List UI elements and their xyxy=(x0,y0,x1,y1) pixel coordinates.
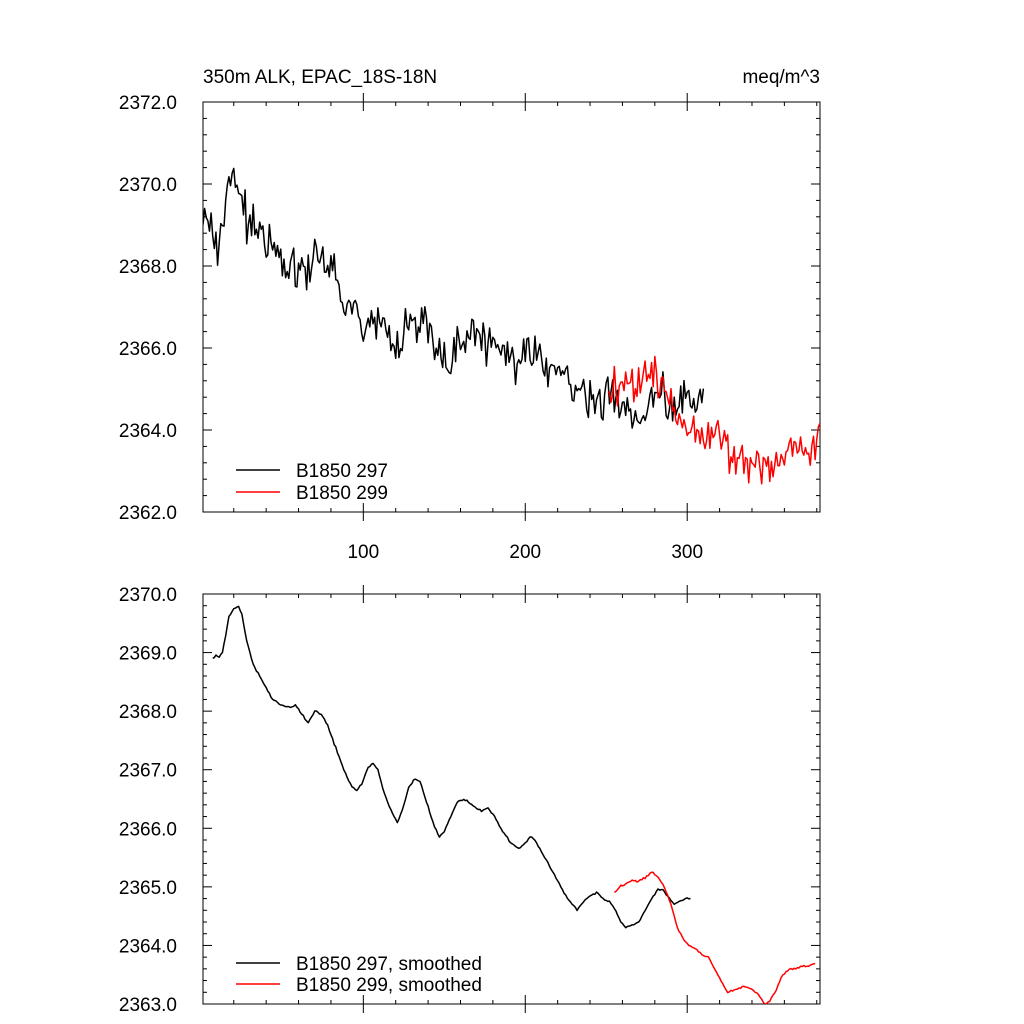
y-tick-label: 2368.0 xyxy=(119,257,177,278)
units-label: meq/m^3 xyxy=(742,67,820,88)
series-line-b1850-297 xyxy=(212,605,691,929)
y-tick-label: 2370.0 xyxy=(119,175,177,196)
y-tick-label: 2364.0 xyxy=(119,421,177,442)
y-tick-label: 2367.0 xyxy=(119,761,177,782)
x-tick-label: 100 xyxy=(347,542,379,563)
y-tick-label: 2363.0 xyxy=(119,995,177,1016)
y-tick-label: 2372.0 xyxy=(119,93,177,114)
y-tick-label: 2368.0 xyxy=(119,702,177,723)
bottom-panel: 2370.0 2369.0 2368.0 2367.0 2366.0 2365.0 2364… xyxy=(119,585,821,1016)
y-tick-label: 2366.0 xyxy=(119,339,177,360)
plot-frame xyxy=(202,593,821,1005)
y-tick-label: 2362.0 xyxy=(119,503,177,524)
legend-label: B1850 299 xyxy=(296,483,388,504)
x-tick-label: 200 xyxy=(509,542,541,563)
top-panel: 2372.0 2370.0 2368.0 2366.0 2364.0 2362.0 100 2… xyxy=(119,93,821,563)
chart-title: 350m ALK, EPAC_18S-18N xyxy=(203,67,437,88)
y-tick-label: 2364.0 xyxy=(119,936,177,957)
series-line-b1850-299 xyxy=(607,355,820,485)
legend-label: B1850 299, smoothed xyxy=(296,975,482,996)
legend-label: B1850 297 xyxy=(296,461,388,482)
y-tick-label: 2365.0 xyxy=(119,878,177,899)
y-tick-label: 2366.0 xyxy=(119,819,177,840)
y-tick-label: 2370.0 xyxy=(119,585,177,606)
plot-frame xyxy=(202,101,821,513)
y-tick-label: 2369.0 xyxy=(119,644,177,665)
legend-label: B1850 297, smoothed xyxy=(296,954,482,975)
x-tick-label: 300 xyxy=(671,542,703,563)
series-line-b1850-299 xyxy=(613,871,816,1004)
series-line-b1850-297 xyxy=(203,167,705,429)
